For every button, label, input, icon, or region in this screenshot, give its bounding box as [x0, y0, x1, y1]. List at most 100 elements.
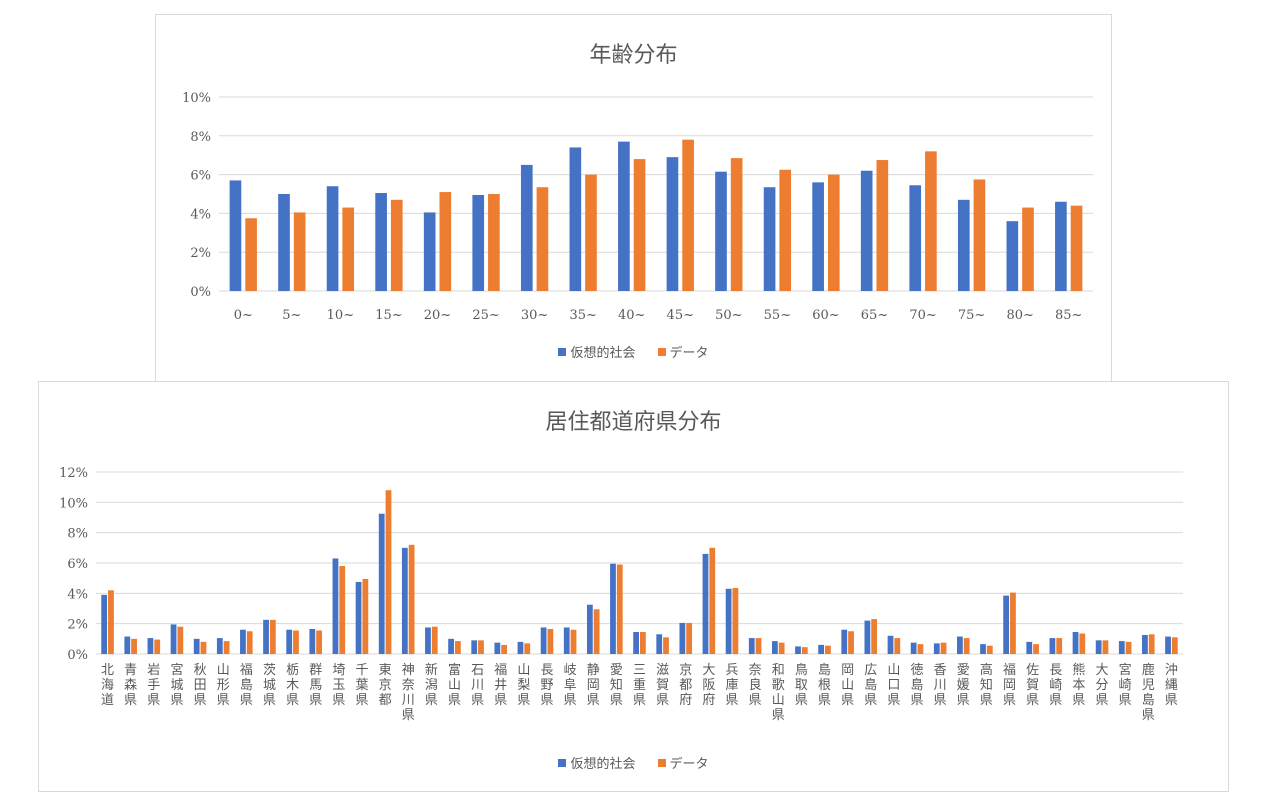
bar-series1[interactable]	[471, 640, 478, 654]
bar-series2[interactable]	[940, 642, 947, 654]
bar-series1[interactable]	[666, 157, 679, 291]
bar-series1[interactable]	[423, 212, 436, 291]
bar-series2[interactable]	[1033, 644, 1039, 654]
bar-series2[interactable]	[682, 139, 694, 291]
bar-series2[interactable]	[131, 638, 137, 654]
bar-series2[interactable]	[570, 629, 577, 654]
bar-series2[interactable]	[1079, 633, 1086, 654]
bar-series1[interactable]	[286, 629, 293, 654]
bar-series2[interactable]	[1102, 640, 1109, 654]
bar-series2[interactable]	[269, 619, 276, 654]
bar-series1[interactable]	[378, 513, 385, 654]
bar-series2[interactable]	[293, 630, 299, 654]
bar-series2[interactable]	[1148, 634, 1155, 654]
bar-series1[interactable]	[1072, 632, 1079, 654]
bar-series1[interactable]	[569, 147, 582, 291]
bar-series2[interactable]	[1056, 638, 1063, 654]
bar-series1[interactable]	[887, 635, 894, 654]
bar-series1[interactable]	[124, 636, 131, 654]
bar-series1[interactable]	[355, 581, 362, 654]
bar-series2[interactable]	[108, 590, 114, 654]
bar-series2[interactable]	[362, 578, 369, 654]
bar-series1[interactable]	[702, 553, 709, 654]
bar-series2[interactable]	[876, 160, 889, 291]
bar-series1[interactable]	[725, 588, 732, 654]
bar-series2[interactable]	[779, 169, 792, 291]
bar-series1[interactable]	[715, 171, 727, 291]
bar-series2[interactable]	[778, 642, 785, 654]
bar-series1[interactable]	[326, 186, 339, 291]
bar-series1[interactable]	[860, 170, 873, 291]
bar-series2[interactable]	[616, 564, 623, 654]
bar-series1[interactable]	[910, 642, 917, 654]
bar-series1[interactable]	[540, 627, 547, 654]
bar-series1[interactable]	[425, 627, 431, 654]
bar-series1[interactable]	[1165, 636, 1171, 654]
bar-series2[interactable]	[547, 628, 554, 654]
bar-series1[interactable]	[909, 185, 922, 291]
bar-series1[interactable]	[812, 182, 824, 291]
bar-series2[interactable]	[709, 547, 716, 654]
bar-series2[interactable]	[848, 631, 854, 654]
bar-series2[interactable]	[390, 199, 403, 291]
bar-series2[interactable]	[1125, 641, 1132, 654]
bar-series2[interactable]	[293, 212, 306, 291]
bar-series2[interactable]	[917, 644, 924, 654]
bar-series2[interactable]	[730, 158, 743, 291]
bar-series2[interactable]	[894, 638, 901, 654]
bar-series2[interactable]	[246, 631, 253, 654]
bar-series1[interactable]	[309, 628, 316, 654]
bar-series1[interactable]	[679, 622, 686, 654]
bar-series1[interactable]	[472, 194, 485, 291]
bar-series2[interactable]	[925, 151, 937, 291]
bar-series2[interactable]	[973, 179, 986, 291]
bar-series1[interactable]	[1003, 595, 1010, 654]
bar-series2[interactable]	[663, 637, 669, 654]
bar-series2[interactable]	[593, 609, 600, 654]
bar-series2[interactable]	[385, 490, 392, 654]
bar-series1[interactable]	[278, 194, 290, 291]
bar-series1[interactable]	[748, 638, 755, 654]
bar-series2[interactable]	[986, 645, 993, 654]
bar-series1[interactable]	[193, 638, 200, 654]
bar-series1[interactable]	[1142, 635, 1148, 654]
bar-series2[interactable]	[1171, 637, 1178, 654]
bar-series2[interactable]	[827, 174, 840, 291]
bar-series2[interactable]	[732, 588, 739, 654]
bar-series1[interactable]	[240, 629, 246, 654]
bar-series2[interactable]	[524, 643, 531, 654]
bar-series1[interactable]	[1049, 638, 1056, 654]
bar-series2[interactable]	[755, 638, 762, 654]
bar-series1[interactable]	[656, 634, 663, 654]
bar-series1[interactable]	[147, 638, 154, 654]
bar-series1[interactable]	[332, 558, 339, 654]
bar-series2[interactable]	[478, 640, 484, 654]
bar-series1[interactable]	[170, 624, 177, 654]
bar-series1[interactable]	[517, 641, 524, 654]
bar-series2[interactable]	[431, 626, 438, 654]
bar-series2[interactable]	[408, 544, 415, 654]
bar-series2[interactable]	[177, 626, 184, 654]
bar-series1[interactable]	[957, 636, 963, 654]
bar-series1[interactable]	[563, 627, 570, 654]
bar-series1[interactable]	[448, 638, 454, 654]
bar-series2[interactable]	[871, 619, 878, 654]
age-distribution-chart[interactable]: 年齢分布 0% 2% 4% 6% 8% 10% 0~ 5~ 10~ 15~ 20~ 25~ 30~ 35~…	[155, 14, 1112, 384]
bar-series1[interactable]	[818, 644, 825, 654]
bar-series1[interactable]	[618, 141, 630, 291]
bar-series1[interactable]	[763, 187, 776, 291]
bar-series2[interactable]	[585, 174, 597, 291]
bar-series1[interactable]	[375, 193, 387, 291]
bar-series2[interactable]	[686, 622, 693, 654]
bar-series2[interactable]	[223, 641, 230, 654]
bar-series1[interactable]	[933, 643, 940, 654]
bar-series2[interactable]	[316, 630, 322, 654]
bar-series2[interactable]	[536, 187, 549, 291]
bar-series2[interactable]	[488, 194, 500, 291]
bar-series2[interactable]	[1070, 205, 1083, 291]
bar-series2[interactable]	[454, 641, 461, 654]
bar-series1[interactable]	[494, 642, 501, 654]
bar-series2[interactable]	[342, 207, 355, 291]
bar-series1[interactable]	[1095, 640, 1102, 654]
bar-series1[interactable]	[401, 547, 408, 654]
